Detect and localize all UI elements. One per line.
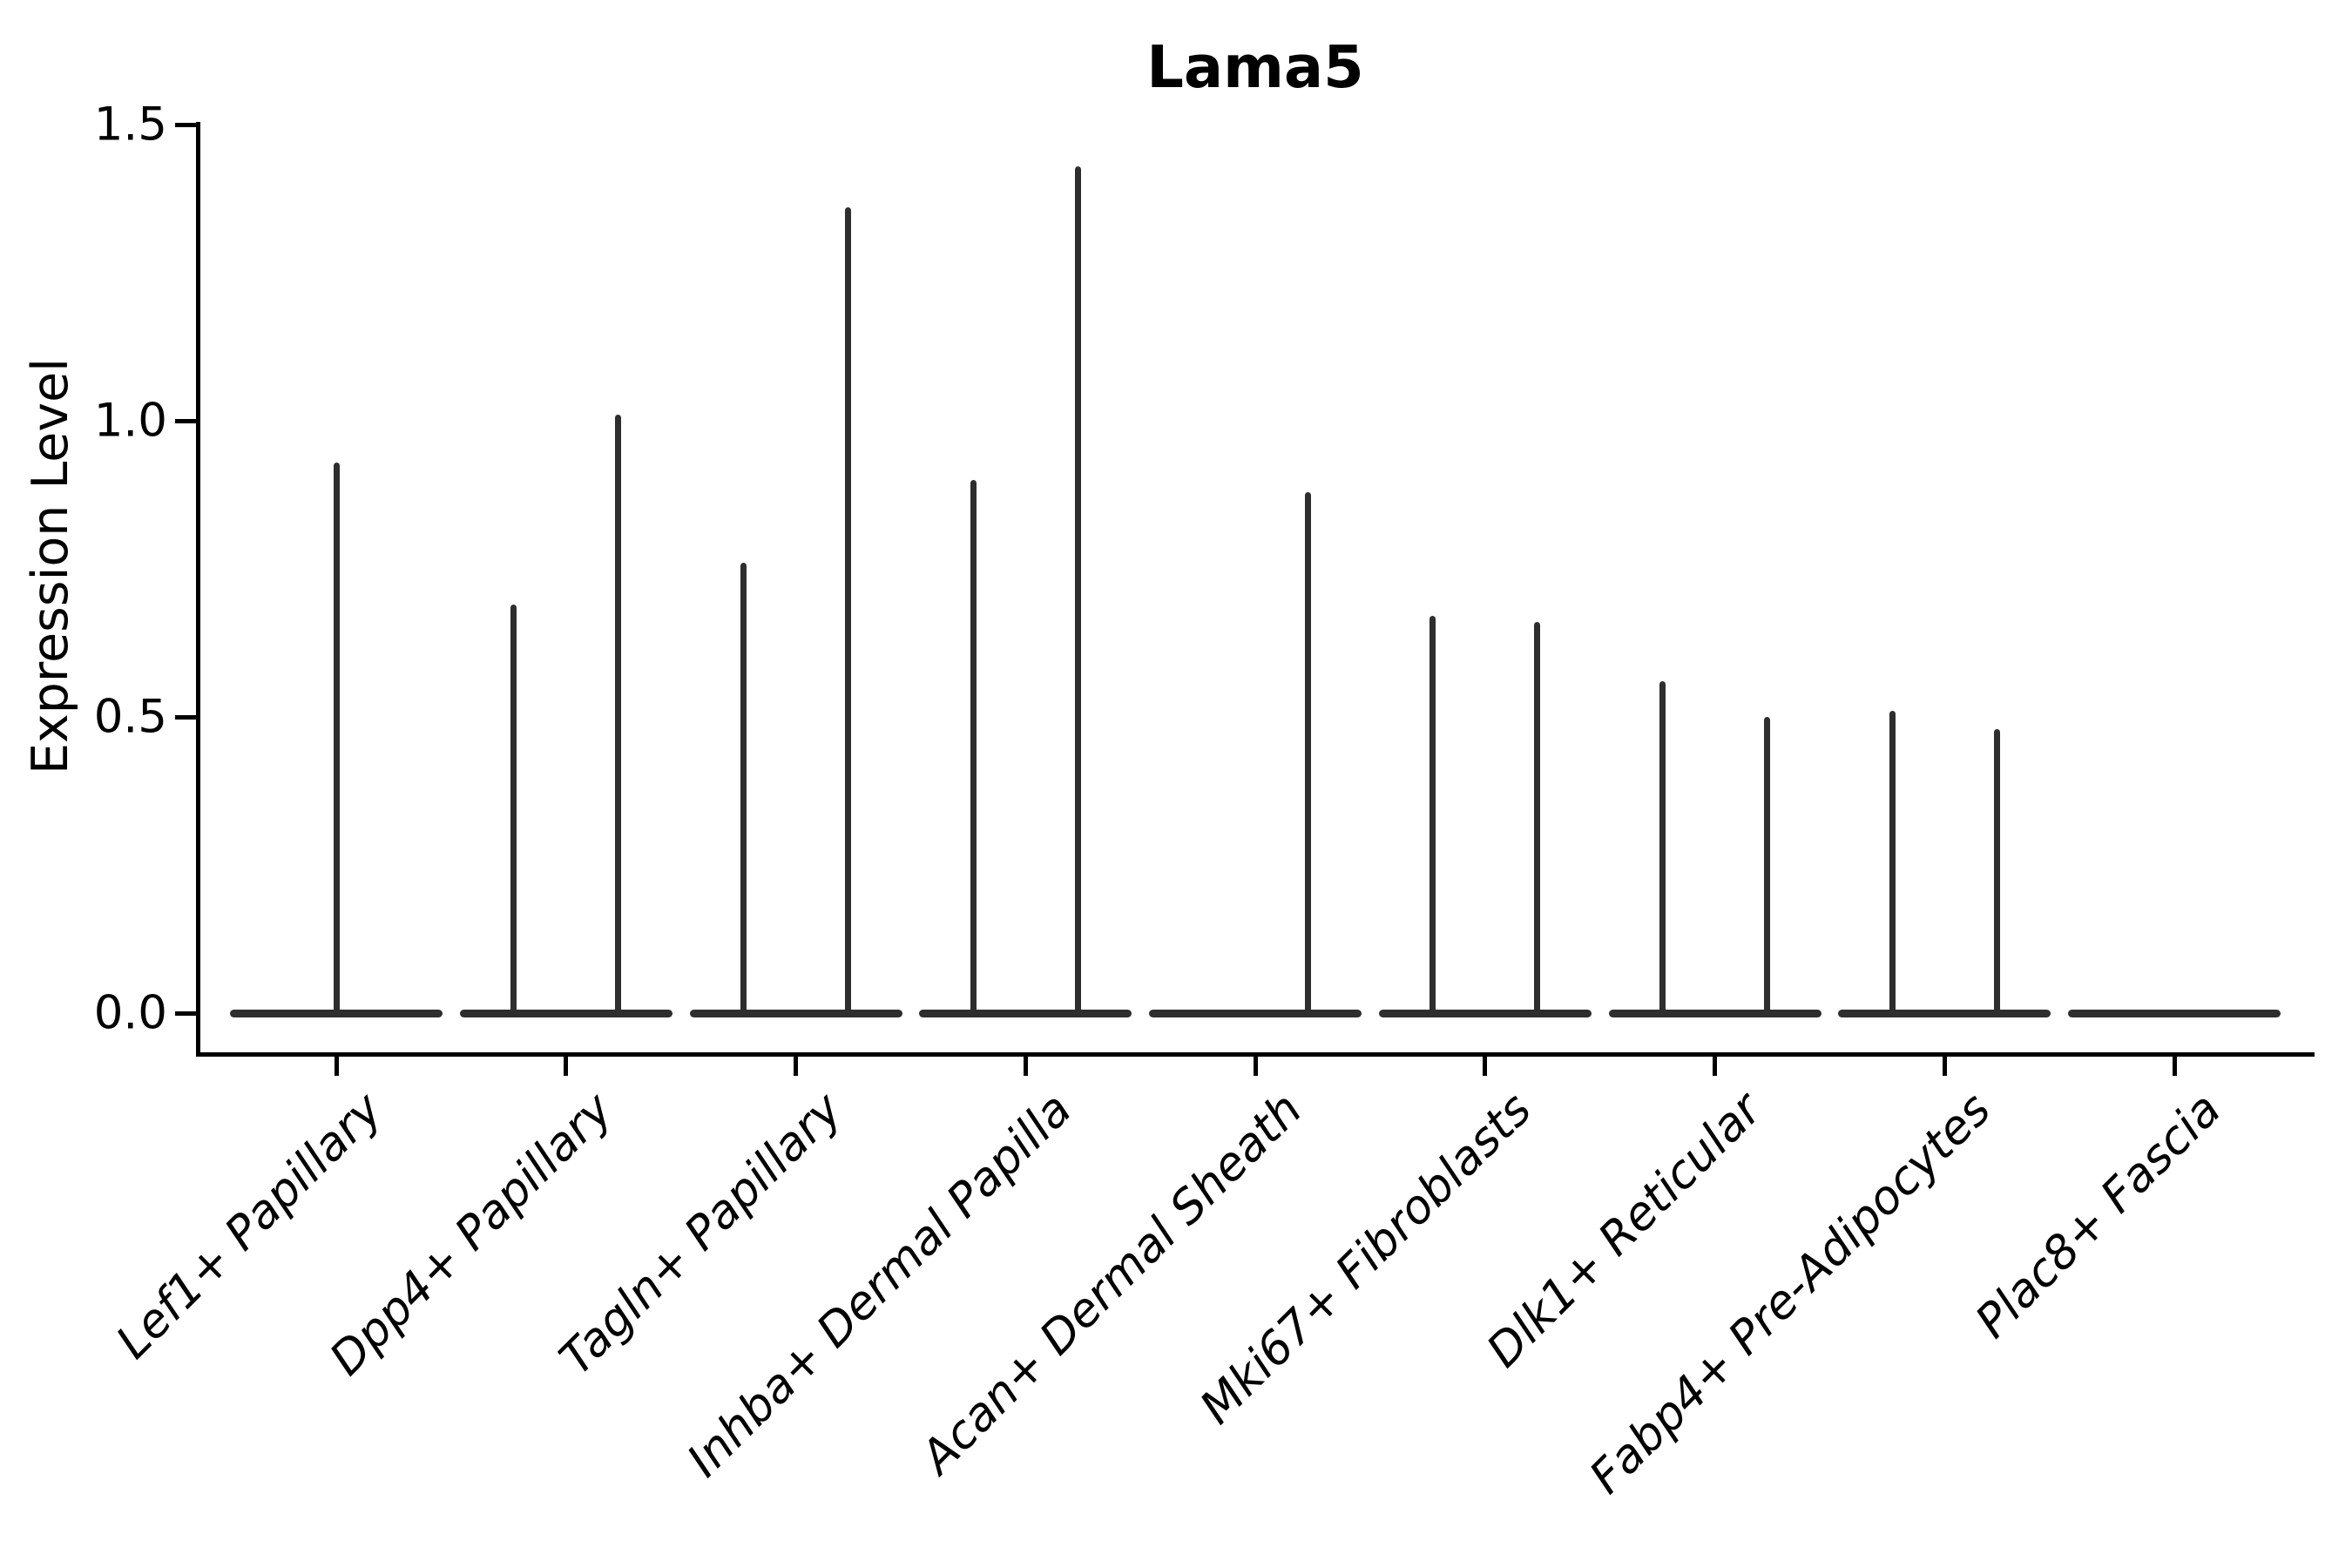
x-tick-mark <box>794 1057 798 1076</box>
x-tick-mark <box>564 1057 569 1076</box>
violin-base <box>1378 1009 1592 1017</box>
violin-spike <box>1659 681 1666 1013</box>
violin-spike <box>845 207 851 1013</box>
y-tick-label: 0.5 <box>93 690 167 744</box>
violin-spike <box>1889 711 1896 1013</box>
y-tick-mark <box>175 122 196 127</box>
y-axis-label: Expression Level <box>22 358 79 774</box>
violin-base <box>689 1009 902 1017</box>
y-tick-mark <box>175 714 196 720</box>
y-tick-label: 1.0 <box>93 394 167 448</box>
violin-spike <box>740 563 747 1013</box>
violin-spike <box>1429 616 1436 1013</box>
plot-title: Lama5 <box>1146 33 1364 101</box>
x-tick-mark <box>1713 1057 1717 1076</box>
violin-spike <box>333 462 340 1013</box>
x-tick-mark <box>334 1057 339 1076</box>
x-tick-mark <box>1483 1057 1488 1076</box>
x-tick-mark <box>2172 1057 2177 1076</box>
y-tick-mark <box>175 418 196 423</box>
violin-base <box>1608 1009 1821 1017</box>
violin-spike <box>510 604 517 1013</box>
violin-base <box>459 1009 672 1017</box>
y-tick-label: 1.5 <box>93 98 167 152</box>
x-axis-spine <box>196 1052 2315 1057</box>
violin-base <box>1149 1009 1362 1017</box>
x-tick-mark <box>1253 1057 1258 1076</box>
violin-base <box>2068 1009 2281 1017</box>
x-tick-label: Fabp4+ Pre-Adipocytes <box>1579 1083 2002 1504</box>
violin-spike <box>1534 622 1541 1013</box>
violin-base <box>919 1009 1132 1017</box>
violin-spike <box>1304 491 1311 1013</box>
y-axis-spine <box>196 122 200 1057</box>
x-tick-label: Acan+ Dermal Sheath <box>910 1083 1313 1484</box>
x-tick-label: Plac8+ Fascia <box>1965 1083 2232 1348</box>
violin-spike <box>1993 728 2000 1013</box>
violin-spike <box>1074 166 1081 1013</box>
violin-spike <box>1764 717 1770 1013</box>
violin-spike <box>970 480 977 1013</box>
x-tick-mark <box>1023 1057 1028 1076</box>
y-tick-mark <box>175 1010 196 1016</box>
violin-base <box>230 1009 443 1017</box>
violin-base <box>1838 1009 2051 1017</box>
x-tick-label: Inhba+ Dermal Papilla <box>677 1083 1083 1488</box>
x-tick-mark <box>1942 1057 1947 1076</box>
y-tick-label: 0.0 <box>93 986 167 1040</box>
violin-spike <box>615 415 622 1013</box>
